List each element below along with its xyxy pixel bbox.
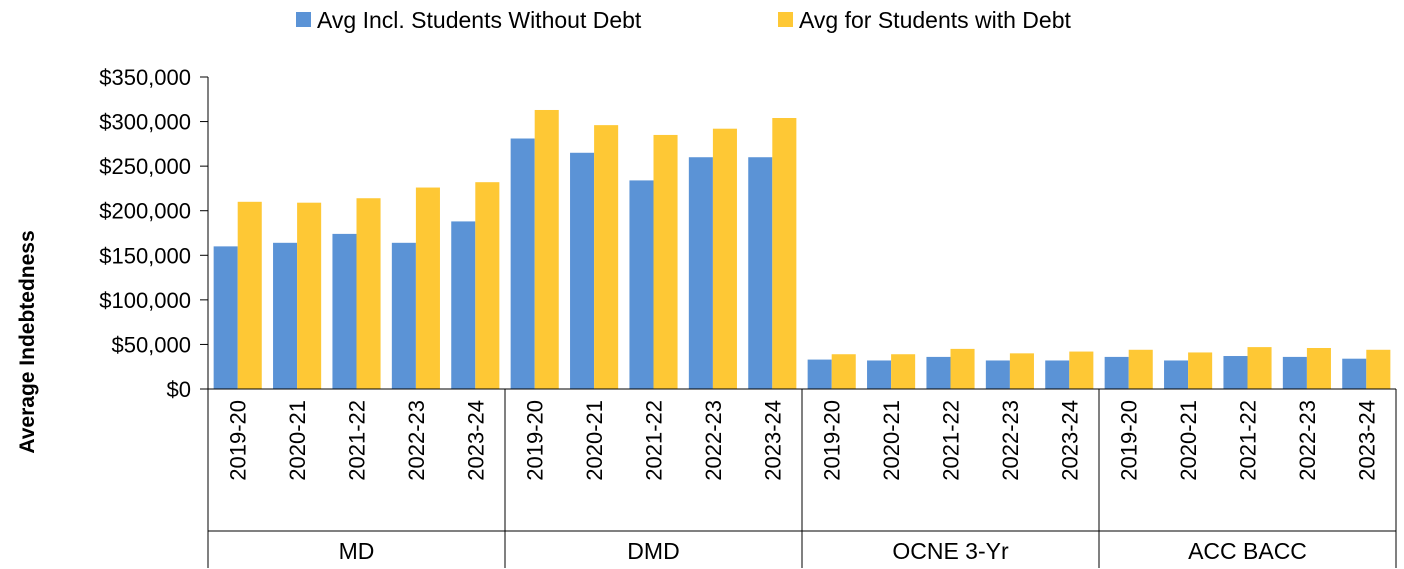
x-tick-label: 2019-20 (1117, 400, 1142, 481)
x-tick-label: 2023-24 (1057, 400, 1082, 481)
x-tick-label: 2021-22 (642, 400, 667, 481)
bar-without-debt (1342, 358, 1367, 389)
bars (213, 109, 1391, 390)
bar-with-debt (712, 128, 737, 389)
y-axis: $0 $50,000 $100,000 $150,000 $200,000 $250,00… (99, 65, 209, 402)
x-axis: 2019-20 2020-21 2021-22 2022-23 2023-24 2019-… (207, 388, 1397, 568)
legend-item: Avg for Students with Debt (778, 7, 1071, 33)
legend-label: Avg for Students with Debt (799, 7, 1071, 33)
x-tick-label: 2020-21 (1176, 400, 1201, 481)
x-tick-label: 2023-24 (463, 400, 488, 481)
bar-without-debt (1223, 356, 1248, 389)
bar-with-debt (891, 354, 916, 389)
x-tick-label: 2021-22 (345, 400, 370, 481)
bar-without-debt (807, 359, 832, 389)
y-tick-label: $250,000 (99, 154, 191, 179)
legend-item: Avg Incl. Students Without Debt (296, 7, 642, 33)
x-tick-label: 2021-22 (1236, 400, 1261, 481)
y-tick-label: $300,000 (99, 110, 191, 135)
y-tick-label: $200,000 (99, 199, 191, 224)
bar-with-debt (1247, 347, 1272, 389)
bar-with-debt (415, 187, 440, 389)
bar-with-debt (1366, 349, 1391, 389)
legend-swatch (778, 12, 793, 27)
bar-without-debt (688, 157, 713, 389)
bar-without-debt (1104, 356, 1129, 389)
bar-with-debt (950, 348, 975, 389)
bar-with-debt (1009, 353, 1034, 389)
bar-with-debt (772, 118, 797, 390)
x-tick-label: 2022-23 (701, 400, 726, 481)
bar-without-debt (1282, 356, 1307, 389)
group-label: OCNE 3-Yr (892, 538, 1009, 564)
bar-without-debt (451, 221, 476, 389)
bar-without-debt (570, 152, 595, 389)
y-tick-label: $150,000 (99, 243, 191, 268)
legend-swatch (296, 12, 311, 27)
bar-without-debt (1045, 360, 1070, 389)
group-label: DMD (627, 538, 679, 564)
x-tick-label: 2022-23 (1295, 400, 1320, 481)
legend-label: Avg Incl. Students Without Debt (317, 7, 642, 33)
bar-without-debt (213, 246, 238, 389)
bar-without-debt (510, 138, 535, 389)
y-tick-label: $100,000 (99, 288, 191, 313)
bar-with-debt (653, 134, 678, 389)
bar-with-debt (475, 182, 500, 389)
bar-with-debt (594, 125, 619, 389)
bar-with-debt (1128, 349, 1153, 389)
bar-without-debt (748, 157, 773, 389)
bar-with-debt (534, 109, 559, 390)
x-tick-label: 2020-21 (582, 400, 607, 481)
x-tick-label: 2019-20 (820, 400, 845, 481)
y-tick-label: $50,000 (111, 332, 191, 357)
x-tick-label: 2020-21 (285, 400, 310, 481)
bar-with-debt (237, 201, 262, 389)
x-tick-label: 2022-23 (404, 400, 429, 481)
bar-without-debt (332, 233, 357, 389)
x-tick-label: 2020-21 (879, 400, 904, 481)
x-tick-label: 2021-22 (939, 400, 964, 481)
bar-with-debt (1188, 352, 1213, 389)
bar-without-debt (985, 360, 1010, 389)
bar-with-debt (297, 202, 322, 389)
group-label: ACC BACC (1188, 538, 1307, 564)
bar-without-debt (867, 360, 892, 389)
bar-with-debt (1069, 351, 1094, 389)
x-tick-label: 2019-20 (523, 400, 548, 481)
y-tick-label: $0 (167, 377, 191, 402)
x-tick-label: 2022-23 (998, 400, 1023, 481)
x-tick-label: 2019-20 (226, 400, 251, 481)
legend: Avg Incl. Students Without Debt Avg for S… (296, 7, 1071, 33)
bar-without-debt (391, 242, 416, 389)
bar-without-debt (926, 356, 951, 389)
bar-without-debt (1164, 360, 1189, 389)
bar-with-debt (356, 198, 381, 389)
bar-without-debt (629, 180, 654, 389)
x-tick-label: 2023-24 (1354, 400, 1379, 481)
bar-without-debt (273, 242, 298, 389)
y-axis-title: Average Indebtedness (16, 230, 39, 453)
bar-with-debt (1306, 347, 1331, 389)
y-tick-label: $350,000 (99, 65, 191, 90)
group-label: MD (339, 538, 375, 564)
bar-with-debt (831, 354, 856, 389)
x-tick-label: 2023-24 (760, 400, 785, 481)
